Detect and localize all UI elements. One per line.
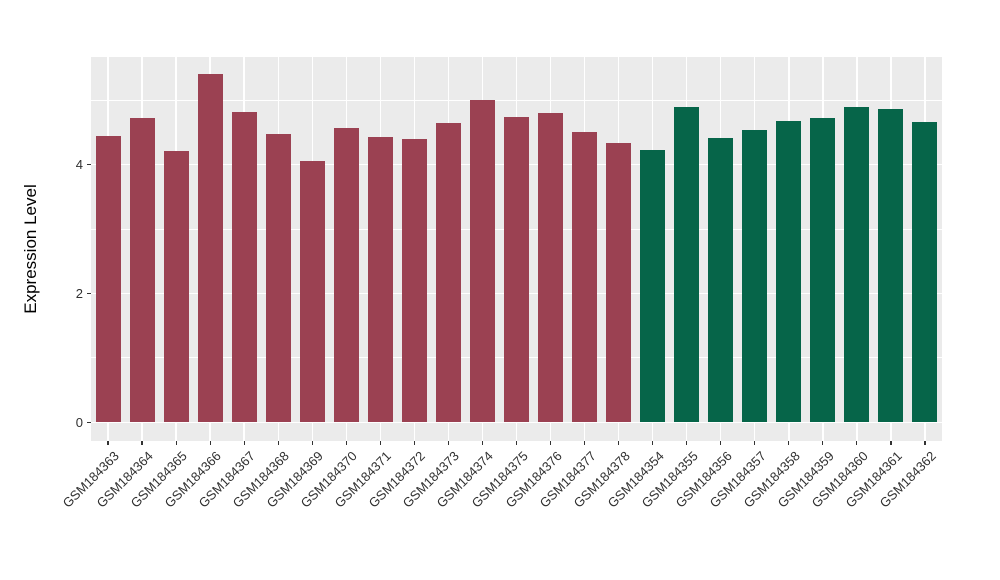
x-tick <box>345 441 347 445</box>
x-tick <box>481 441 484 445</box>
y-tick <box>87 163 91 166</box>
bar-GSM184358 <box>776 120 802 423</box>
x-tick <box>175 441 177 445</box>
x-tick <box>107 441 109 445</box>
x-tick <box>618 441 620 445</box>
bar-GSM184361 <box>878 109 904 423</box>
x-tick <box>583 441 586 445</box>
x-tick <box>856 441 858 445</box>
x-tick <box>822 441 824 445</box>
y-tick-label: 0 <box>75 414 83 430</box>
x-tick <box>413 441 415 445</box>
x-tick <box>447 441 449 445</box>
x-tick <box>311 441 313 445</box>
bar-GSM184365 <box>163 151 189 423</box>
x-tick <box>515 441 518 445</box>
x-tick <box>549 441 552 445</box>
x-tick <box>652 441 654 445</box>
x-tick <box>720 441 722 445</box>
x-tick <box>754 441 756 445</box>
bar-GSM184376 <box>538 113 564 423</box>
y-axis-title: Expression Level <box>21 184 40 314</box>
y-tick-label: 4 <box>75 157 83 173</box>
bar-GSM184363 <box>95 135 121 423</box>
bar-GSM184357 <box>742 129 768 423</box>
bar-GSM184360 <box>844 107 870 423</box>
bar-GSM184367 <box>231 112 257 423</box>
bar-GSM184366 <box>197 74 223 423</box>
bar-GSM184369 <box>299 160 325 423</box>
bar-GSM184362 <box>912 122 938 423</box>
bar-GSM184368 <box>265 134 291 423</box>
y-tick <box>87 292 91 295</box>
bar-GSM184355 <box>674 106 700 423</box>
y-tick-label: 2 <box>75 285 83 301</box>
x-tick <box>788 441 790 445</box>
bar-GSM184370 <box>333 127 359 423</box>
bar-GSM184359 <box>810 118 836 423</box>
bar-GSM184378 <box>606 143 632 423</box>
x-tick <box>890 441 892 445</box>
bar-GSM184354 <box>640 149 666 423</box>
bar-GSM184364 <box>129 117 155 423</box>
x-tick <box>243 441 245 445</box>
x-tick <box>379 441 381 445</box>
x-tick <box>924 441 926 445</box>
bar-GSM184371 <box>367 136 393 423</box>
bar-GSM184375 <box>504 116 529 423</box>
bar-GSM184372 <box>401 138 427 423</box>
plot-panel <box>91 57 942 441</box>
y-tick <box>87 421 91 423</box>
x-tick <box>277 441 279 445</box>
bar-GSM184356 <box>708 137 734 423</box>
bar-GSM184377 <box>572 131 598 423</box>
x-tick <box>141 441 143 445</box>
bar-GSM184373 <box>435 122 461 423</box>
bar-GSM184374 <box>469 100 495 423</box>
x-tick <box>209 441 211 445</box>
x-tick <box>686 441 688 445</box>
